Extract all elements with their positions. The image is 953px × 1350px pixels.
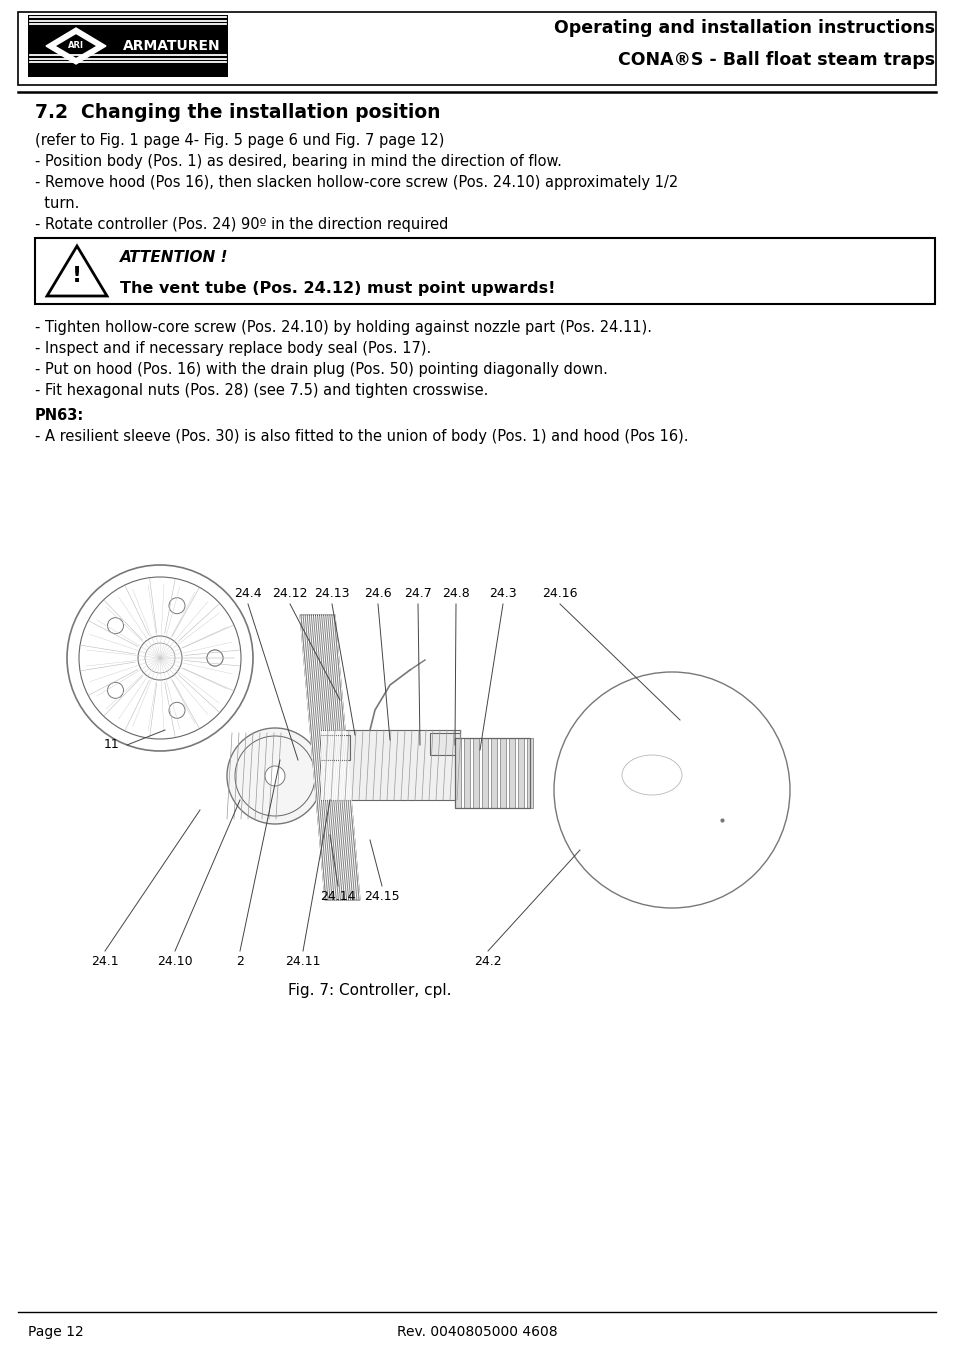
Text: 24.1: 24.1 [91, 954, 119, 968]
Polygon shape [46, 28, 106, 63]
Text: 24.14: 24.14 [320, 890, 355, 903]
Text: 24.10: 24.10 [157, 954, 193, 968]
Text: ATTENTION !: ATTENTION ! [120, 250, 229, 265]
Text: Fig. 7: Controller, cpl.: Fig. 7: Controller, cpl. [288, 983, 452, 998]
Text: 24.2: 24.2 [474, 954, 501, 968]
Polygon shape [299, 616, 359, 900]
Text: 24.7: 24.7 [404, 587, 432, 599]
Text: - Remove hood (Pos 16), then slacken hollow-core screw (Pos. 24.10) approximatel: - Remove hood (Pos 16), then slacken hol… [35, 176, 678, 190]
Bar [319, 730, 459, 801]
Bar [455, 738, 460, 809]
Text: 2: 2 [235, 954, 244, 968]
Text: 24.6: 24.6 [364, 587, 392, 599]
Bar [319, 734, 350, 760]
Text: Rev. 0040805000 4608: Rev. 0040805000 4608 [396, 1324, 557, 1339]
Text: 24.3: 24.3 [489, 587, 517, 599]
Circle shape [207, 649, 223, 666]
Circle shape [169, 598, 185, 614]
Text: The vent tube (Pos. 24.12) must point upwards!: The vent tube (Pos. 24.12) must point up… [120, 281, 555, 296]
Text: - Position body (Pos. 1) as desired, bearing in mind the direction of flow.: - Position body (Pos. 1) as desired, bea… [35, 154, 561, 169]
FancyBboxPatch shape [18, 12, 935, 85]
Text: PN63:: PN63: [35, 408, 84, 423]
Text: 24.12: 24.12 [272, 587, 308, 599]
Text: ARMATUREN: ARMATUREN [123, 39, 220, 53]
Bar [526, 738, 533, 809]
Text: - Rotate controller (Pos. 24) 90º in the direction required: - Rotate controller (Pos. 24) 90º in the… [35, 217, 448, 232]
FancyBboxPatch shape [28, 15, 228, 77]
Polygon shape [47, 246, 107, 296]
Text: 11: 11 [104, 738, 120, 752]
Circle shape [169, 702, 185, 718]
Text: (refer to Fig. 1 page 4- Fig. 5 page 6 und Fig. 7 page 12): (refer to Fig. 1 page 4- Fig. 5 page 6 u… [35, 134, 444, 148]
Circle shape [227, 728, 323, 824]
Bar [481, 738, 488, 809]
Bar [463, 738, 470, 809]
Text: 24.4: 24.4 [233, 587, 261, 599]
Text: 24.13: 24.13 [314, 587, 350, 599]
Bar [455, 738, 530, 809]
Text: ARI: ARI [68, 42, 84, 50]
Text: - Put on hood (Pos. 16) with the drain plug (Pos. 50) pointing diagonally down.: - Put on hood (Pos. 16) with the drain p… [35, 362, 607, 377]
Bar [473, 738, 478, 809]
Text: turn.: turn. [35, 196, 79, 211]
Text: 24.11: 24.11 [285, 954, 320, 968]
Bar [430, 733, 459, 755]
Bar [509, 738, 515, 809]
Text: !: ! [71, 266, 82, 286]
Text: 24.8: 24.8 [441, 587, 470, 599]
Circle shape [108, 618, 123, 633]
Circle shape [265, 765, 285, 786]
Text: - A resilient sleeve (Pos. 30) is also fitted to the union of body (Pos. 1) and : - A resilient sleeve (Pos. 30) is also f… [35, 429, 688, 444]
FancyBboxPatch shape [35, 238, 934, 304]
Bar [499, 738, 505, 809]
Text: - Fit hexagonal nuts (Pos. 28) (see 7.5) and tighten crosswise.: - Fit hexagonal nuts (Pos. 28) (see 7.5)… [35, 383, 488, 398]
Text: 7.2  Changing the installation position: 7.2 Changing the installation position [35, 104, 440, 123]
Text: 24.15: 24.15 [364, 890, 399, 903]
Text: - Inspect and if necessary replace body seal (Pos. 17).: - Inspect and if necessary replace body … [35, 342, 431, 356]
Circle shape [207, 649, 223, 666]
Text: Page 12: Page 12 [28, 1324, 84, 1339]
Circle shape [138, 636, 182, 680]
Text: Operating and installation instructions: Operating and installation instructions [554, 19, 934, 36]
Bar [491, 738, 497, 809]
Text: - Tighten hollow-core screw (Pos. 24.10) by holding against nozzle part (Pos. 24: - Tighten hollow-core screw (Pos. 24.10)… [35, 320, 651, 335]
Bar [517, 738, 523, 809]
Text: 24.16: 24.16 [541, 587, 578, 599]
Polygon shape [54, 32, 98, 59]
Text: CONA®S - Ball float steam traps: CONA®S - Ball float steam traps [618, 51, 934, 69]
Circle shape [108, 682, 123, 698]
